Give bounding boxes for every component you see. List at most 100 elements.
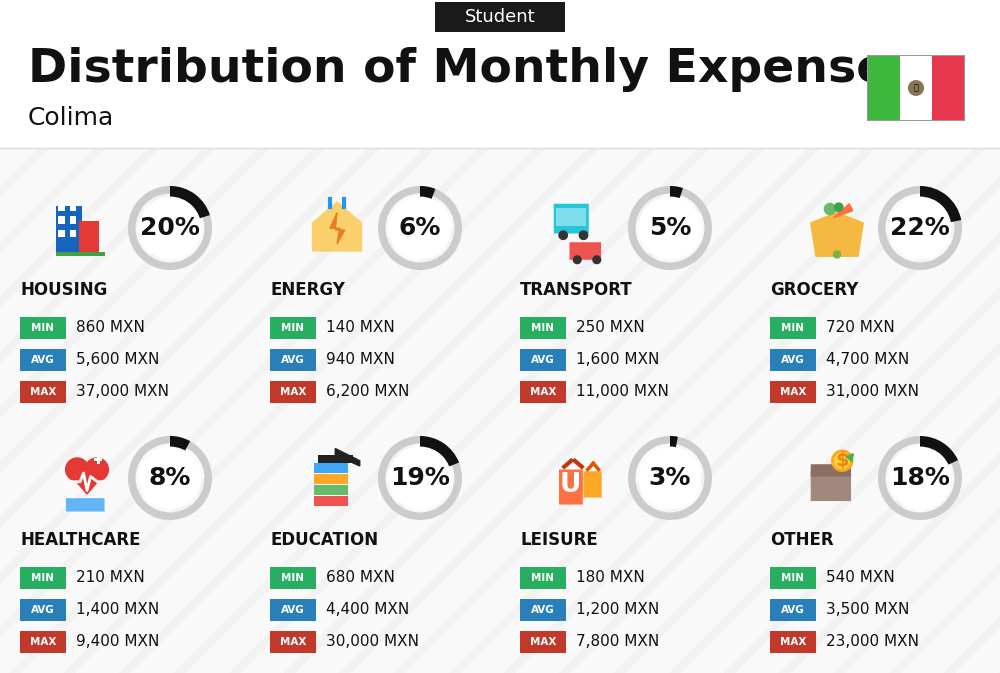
Text: MIN: MIN (532, 573, 554, 583)
FancyBboxPatch shape (770, 599, 816, 621)
FancyBboxPatch shape (56, 252, 104, 256)
Text: 8%: 8% (149, 466, 191, 490)
FancyBboxPatch shape (20, 631, 66, 653)
FancyBboxPatch shape (314, 463, 348, 472)
Wedge shape (170, 186, 210, 219)
Wedge shape (378, 436, 462, 520)
Text: 180 MXN: 180 MXN (576, 571, 645, 586)
Circle shape (832, 451, 852, 470)
Text: 860 MXN: 860 MXN (76, 320, 145, 336)
FancyBboxPatch shape (79, 221, 99, 254)
FancyBboxPatch shape (583, 471, 602, 497)
FancyBboxPatch shape (70, 229, 76, 238)
FancyBboxPatch shape (520, 567, 566, 589)
Wedge shape (420, 436, 459, 467)
Wedge shape (420, 186, 435, 200)
Wedge shape (128, 436, 212, 520)
Circle shape (889, 447, 951, 509)
Circle shape (834, 203, 844, 212)
FancyBboxPatch shape (270, 567, 316, 589)
Wedge shape (628, 186, 712, 270)
FancyBboxPatch shape (900, 56, 932, 120)
Text: MIN: MIN (32, 323, 54, 333)
FancyBboxPatch shape (520, 317, 566, 339)
Text: 250 MXN: 250 MXN (576, 320, 645, 336)
Text: 7,800 MXN: 7,800 MXN (576, 635, 659, 649)
Text: 19%: 19% (390, 466, 450, 490)
Text: 5,600 MXN: 5,600 MXN (76, 353, 159, 367)
Text: EDUCATION: EDUCATION (270, 531, 378, 549)
Text: 5%: 5% (649, 216, 691, 240)
Wedge shape (628, 436, 712, 520)
Polygon shape (335, 448, 360, 466)
FancyBboxPatch shape (770, 381, 816, 403)
FancyBboxPatch shape (435, 2, 565, 32)
Circle shape (824, 203, 836, 215)
Text: MIN: MIN (532, 323, 554, 333)
Text: LEISURE: LEISURE (520, 531, 598, 549)
Text: Student: Student (465, 8, 535, 26)
Text: AVG: AVG (31, 355, 55, 365)
Text: 4,400 MXN: 4,400 MXN (326, 602, 409, 618)
FancyBboxPatch shape (770, 349, 816, 371)
FancyBboxPatch shape (314, 497, 348, 506)
Text: 4,700 MXN: 4,700 MXN (826, 353, 909, 367)
Text: 🦅: 🦅 (914, 83, 918, 92)
Text: 20%: 20% (140, 216, 200, 240)
Circle shape (639, 197, 701, 259)
Circle shape (85, 457, 109, 482)
Text: OTHER: OTHER (770, 531, 834, 549)
FancyBboxPatch shape (20, 317, 66, 339)
Text: 1,600 MXN: 1,600 MXN (576, 353, 659, 367)
FancyBboxPatch shape (867, 55, 965, 121)
Text: 11,000 MXN: 11,000 MXN (576, 384, 669, 400)
Text: AVG: AVG (531, 605, 555, 615)
Text: 22%: 22% (890, 216, 950, 240)
Text: 6%: 6% (399, 216, 441, 240)
Circle shape (389, 447, 451, 509)
Text: MIN: MIN (32, 573, 54, 583)
Wedge shape (878, 186, 962, 270)
FancyBboxPatch shape (520, 349, 566, 371)
FancyBboxPatch shape (70, 216, 76, 224)
Text: 680 MXN: 680 MXN (326, 571, 395, 586)
Text: 210 MXN: 210 MXN (76, 571, 145, 586)
FancyBboxPatch shape (770, 317, 816, 339)
FancyBboxPatch shape (270, 599, 316, 621)
Circle shape (579, 230, 588, 240)
Wedge shape (170, 436, 190, 452)
FancyBboxPatch shape (0, 0, 1000, 148)
FancyBboxPatch shape (520, 599, 566, 621)
Wedge shape (878, 436, 962, 520)
Text: GROCERY: GROCERY (770, 281, 858, 299)
Circle shape (833, 250, 841, 258)
FancyBboxPatch shape (20, 381, 66, 403)
Text: Distribution of Monthly Expenses: Distribution of Monthly Expenses (28, 48, 916, 92)
Text: MAX: MAX (530, 637, 556, 647)
Polygon shape (811, 213, 863, 256)
Wedge shape (128, 186, 212, 270)
Text: ENERGY: ENERGY (270, 281, 345, 299)
Text: MAX: MAX (280, 387, 306, 397)
FancyBboxPatch shape (520, 381, 566, 403)
Polygon shape (834, 204, 853, 218)
Text: 3,500 MXN: 3,500 MXN (826, 602, 909, 618)
Text: AVG: AVG (281, 605, 305, 615)
Circle shape (592, 255, 601, 264)
Text: MIN: MIN (282, 573, 304, 583)
Circle shape (139, 447, 201, 509)
Wedge shape (670, 436, 678, 448)
FancyBboxPatch shape (811, 464, 851, 476)
Text: U: U (560, 472, 581, 498)
FancyBboxPatch shape (20, 349, 66, 371)
Text: 540 MXN: 540 MXN (826, 571, 895, 586)
FancyBboxPatch shape (314, 474, 348, 484)
Circle shape (889, 197, 951, 259)
FancyBboxPatch shape (20, 599, 66, 621)
Polygon shape (330, 213, 345, 244)
Text: 30,000 MXN: 30,000 MXN (326, 635, 419, 649)
FancyBboxPatch shape (56, 205, 82, 254)
FancyBboxPatch shape (811, 471, 851, 501)
FancyBboxPatch shape (58, 229, 65, 238)
FancyBboxPatch shape (770, 631, 816, 653)
